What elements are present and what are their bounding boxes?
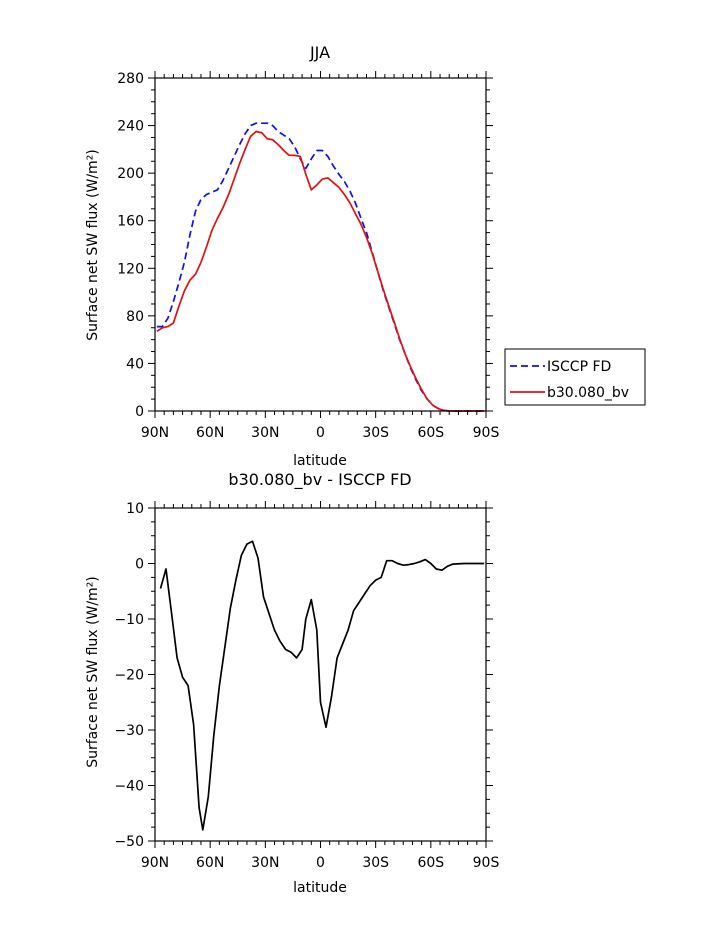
top-x-tick-label: 90S bbox=[473, 425, 500, 441]
bottom-x-tick-label: 30N bbox=[251, 855, 279, 871]
top-x-tick-label: 60N bbox=[196, 425, 224, 441]
top-y-tick-label: 160 bbox=[117, 214, 144, 230]
bottom-plot-frame bbox=[154, 507, 487, 842]
bottom-x-tick-label: 30S bbox=[362, 855, 389, 871]
panel-bottom-chart: b30.080_bv - ISCCP FD 90N 60N 30N 0 30S 60S 90… bbox=[85, 470, 499, 896]
top-x-axis-label: latitude bbox=[293, 453, 347, 469]
bottom-y-tick-label: −20 bbox=[114, 668, 144, 684]
bottom-chart-data-layer bbox=[159, 540, 485, 831]
bottom-x-tick-label: 60N bbox=[196, 855, 224, 871]
bottom-y-tick-label: 0 bbox=[135, 557, 144, 573]
top-y-tick-label: 0 bbox=[135, 404, 144, 420]
top-x-tick-label: 30S bbox=[362, 425, 389, 441]
top-y-tick-label: 40 bbox=[126, 356, 144, 372]
top-chart-ticks: 90N 60N 30N 0 30S 60S 90S 0 40 80 120 160 200 240 280 bbox=[117, 71, 499, 441]
top-y-tick-label: 240 bbox=[117, 119, 144, 135]
top-y-tick-label: 200 bbox=[117, 166, 144, 182]
top-y-axis-label: Surface net SW flux (W/m²) bbox=[85, 149, 101, 341]
bottom-x-axis-label: latitude bbox=[293, 880, 347, 896]
series-line-b30-080-bv bbox=[156, 130, 485, 412]
legend-box bbox=[504, 348, 646, 406]
top-x-tick-label: 90N bbox=[141, 425, 169, 441]
bottom-x-tick-label: 90N bbox=[141, 855, 169, 871]
bottom-y-tick-label: −30 bbox=[114, 723, 144, 739]
top-x-tick-label: 30N bbox=[251, 425, 279, 441]
bottom-y-axis-label: Surface net SW flux (W/m²) bbox=[85, 576, 101, 768]
panel-top-chart: JJA 90N 60N 30N 0 30S 60S 90S 0 40 80 120 160 200 240… bbox=[85, 43, 646, 469]
top-y-tick-label: 120 bbox=[117, 261, 144, 277]
legend: ISCCP FD b30.080_bv bbox=[504, 348, 646, 406]
top-x-tick-label: 60S bbox=[417, 425, 444, 441]
bottom-y-tick-label: −10 bbox=[114, 612, 144, 628]
bottom-y-tick-label: −40 bbox=[114, 779, 144, 795]
chart-title-bottom: b30.080_bv - ISCCP FD bbox=[228, 470, 411, 490]
bottom-x-tick-label: 90S bbox=[473, 855, 500, 871]
bottom-x-tick-label: 60S bbox=[417, 855, 444, 871]
top-y-tick-label: 80 bbox=[126, 309, 144, 325]
chart-title-top: JJA bbox=[309, 43, 330, 62]
bottom-difference-line bbox=[159, 540, 485, 831]
series-line-isccp-fd bbox=[156, 122, 485, 412]
bottom-x-tick-label: 0 bbox=[316, 855, 325, 871]
bottom-y-tick-label: 10 bbox=[126, 501, 144, 517]
top-plot-frame bbox=[154, 77, 487, 412]
bottom-y-tick-label: −50 bbox=[114, 834, 144, 850]
top-x-tick-label: 0 bbox=[316, 425, 325, 441]
legend-label-b30-080-bv: b30.080_bv bbox=[547, 385, 629, 401]
top-y-tick-label: 280 bbox=[117, 71, 144, 87]
top-chart-data-layer bbox=[156, 122, 485, 412]
bottom-chart-ticks: 90N 60N 30N 0 30S 60S 90S −50 −40 −30 −20 −10 0 10 bbox=[114, 501, 499, 871]
legend-label-isccp-fd: ISCCP FD bbox=[547, 359, 611, 375]
